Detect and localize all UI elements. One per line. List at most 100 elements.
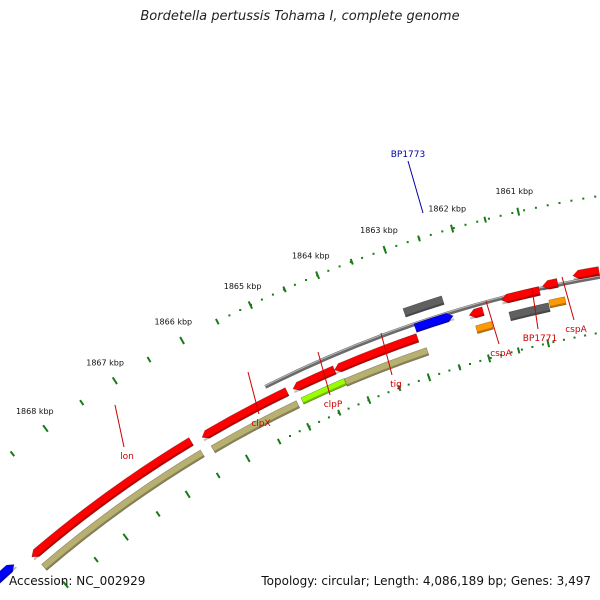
- major-tick: [42, 424, 49, 433]
- gene-label: tig: [390, 380, 402, 390]
- gene-feature: [468, 306, 485, 319]
- major-tick: [366, 395, 372, 405]
- gene-label: clpX: [251, 419, 270, 429]
- tick-dot: [464, 223, 467, 226]
- gene-label: cspA: [490, 349, 512, 359]
- gene-feature-shade: [303, 383, 347, 405]
- tick-dot: [510, 351, 513, 354]
- tick-dot: [489, 357, 492, 359]
- gene-feature-shade: [33, 443, 194, 561]
- tick-dot: [552, 341, 555, 344]
- tick-dot: [417, 379, 420, 382]
- gene-label-leader: [380, 332, 393, 376]
- gene-label: BP1771: [523, 334, 558, 344]
- tick-dot: [293, 283, 296, 286]
- gene-feature: [542, 278, 559, 290]
- kbp-tick-label: 1864 kbp: [292, 252, 330, 261]
- major-tick: [184, 490, 191, 499]
- tick-dot: [289, 435, 291, 437]
- map-title: Bordetella pertussis Tohama I, complete …: [140, 9, 460, 24]
- tick-dot: [387, 391, 390, 394]
- major-tick: [179, 336, 185, 345]
- tick-dot: [499, 214, 502, 217]
- minor-tick: [93, 556, 99, 563]
- gene-label-leader: [407, 160, 424, 214]
- tick-dot: [582, 197, 585, 200]
- minor-tick: [349, 258, 354, 265]
- gene-feature: [548, 296, 567, 309]
- gene-feature: [508, 302, 551, 322]
- tick-dot: [558, 202, 561, 204]
- tick-dot: [534, 206, 537, 209]
- gene-feature-shade: [573, 273, 600, 281]
- gene-feature-shade: [510, 309, 551, 321]
- tick-dot: [298, 430, 301, 433]
- minor-tick: [9, 450, 16, 457]
- tick-dot: [523, 209, 526, 212]
- gene-labels: BP1773 lon clpX clpP tig cspA BP1771 cspA: [114, 150, 588, 462]
- tick-dot: [271, 293, 274, 296]
- gene-feature-shade: [214, 406, 300, 453]
- tick-dot: [570, 199, 573, 202]
- gene-label-leader: [531, 287, 539, 330]
- minor-tick: [276, 438, 282, 445]
- tick-dot: [573, 336, 576, 339]
- major-tick: [62, 580, 69, 589]
- major-tick: [516, 207, 521, 216]
- major-tick: [382, 245, 388, 254]
- tick-dot: [327, 416, 330, 419]
- major-tick: [306, 422, 312, 431]
- gene-feature-shade: [502, 293, 541, 305]
- gene-features: [0, 266, 600, 584]
- tick-dot: [452, 227, 455, 230]
- tick-dot: [520, 348, 523, 351]
- major-tick: [247, 301, 254, 310]
- tick-dot: [584, 334, 587, 337]
- gene-feature: [0, 564, 15, 584]
- gene-feature-shade: [335, 340, 420, 375]
- kbp-tick-label: 1865 kbp: [224, 282, 262, 291]
- major-tick: [315, 271, 321, 280]
- accession-text: Accession: NC_002929: [9, 574, 146, 588]
- gene-feature: [292, 365, 337, 391]
- tick-dot: [594, 332, 597, 335]
- tick-dot: [338, 265, 341, 268]
- tick-dot: [511, 212, 514, 214]
- minor-tick: [282, 286, 287, 293]
- gene-feature: [210, 400, 301, 454]
- major-tick: [487, 354, 492, 363]
- tick-dot: [361, 256, 364, 259]
- kbp-tick-label: 1861 kbp: [495, 187, 533, 196]
- tick-dot: [305, 279, 307, 281]
- gene-label-leader: [317, 351, 331, 396]
- gene-feature-shade: [416, 318, 455, 333]
- gene-feature-shade: [346, 353, 429, 387]
- tick-dot: [487, 217, 490, 220]
- minor-tick: [457, 364, 462, 371]
- minor-tick: [417, 235, 421, 242]
- gene-label: BP1773: [391, 150, 426, 160]
- minor-tick: [337, 409, 342, 416]
- tick-dot: [438, 372, 441, 375]
- gene-feature-shade: [469, 313, 485, 320]
- tick-dot: [500, 354, 503, 357]
- kbp-tick-label: 1867 kbp: [86, 359, 124, 368]
- gene-feature-shade: [0, 566, 17, 584]
- minor-tick: [215, 318, 220, 325]
- tick-dot: [546, 204, 549, 207]
- minor-tick: [516, 347, 521, 354]
- tick-dot: [429, 233, 432, 236]
- gene-feature: [501, 286, 541, 304]
- tick-dot: [562, 338, 565, 341]
- gene-feature: [31, 437, 194, 558]
- tick-dot: [377, 395, 380, 398]
- tick-dot: [327, 269, 330, 272]
- minor-tick: [483, 216, 487, 223]
- tick-dot: [448, 369, 451, 372]
- gene-feature: [201, 387, 290, 439]
- minor-tick: [155, 510, 161, 517]
- gene-label: lon: [120, 452, 134, 462]
